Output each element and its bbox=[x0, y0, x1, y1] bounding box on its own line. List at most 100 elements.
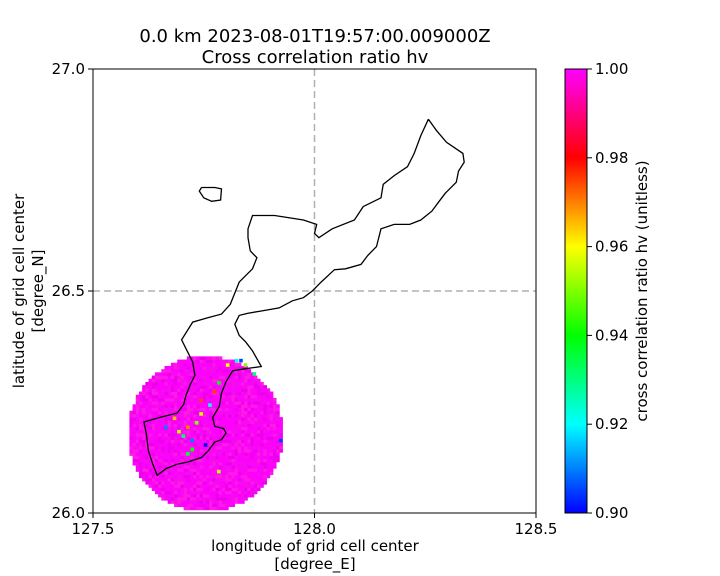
heatmap-cell bbox=[180, 484, 185, 488]
heatmap-cell bbox=[199, 503, 204, 508]
heatmap-cell bbox=[257, 410, 261, 415]
heatmap-cell bbox=[183, 493, 188, 498]
heatmap-cell bbox=[209, 423, 213, 428]
heatmap-cell bbox=[234, 388, 239, 392]
heatmap-anomaly-cell bbox=[163, 425, 168, 430]
heatmap-anomaly-cell bbox=[208, 403, 212, 407]
heatmap-cell bbox=[260, 385, 264, 389]
heatmap-cell bbox=[177, 439, 181, 444]
heatmap-cell bbox=[234, 461, 239, 466]
heatmap-cell bbox=[250, 487, 255, 492]
heatmap-cell bbox=[161, 423, 165, 428]
heatmap-cell bbox=[231, 455, 236, 460]
heatmap-cell bbox=[167, 429, 172, 434]
heatmap-cell bbox=[129, 413, 133, 418]
heatmap-cell bbox=[228, 433, 232, 437]
heatmap-cell bbox=[190, 493, 194, 498]
heatmap-cell bbox=[151, 404, 156, 408]
heatmap-cell bbox=[154, 426, 159, 431]
heatmap-cell bbox=[231, 503, 236, 508]
heatmap-cell bbox=[142, 439, 146, 444]
heatmap-cell bbox=[170, 458, 175, 463]
heatmap-cell bbox=[202, 404, 207, 408]
heatmap-cell bbox=[142, 385, 146, 389]
heatmap-cell bbox=[145, 417, 149, 421]
heatmap-cell bbox=[257, 397, 261, 402]
heatmap-cell bbox=[241, 461, 245, 466]
heatmap-cell bbox=[218, 439, 223, 444]
heatmap-anomaly-cell bbox=[279, 438, 283, 443]
heatmap-cell bbox=[164, 404, 169, 408]
heatmap-cell bbox=[221, 407, 226, 412]
heatmap-cell bbox=[190, 356, 194, 360]
heatmap-cell bbox=[158, 417, 162, 421]
heatmap-cell bbox=[212, 378, 216, 383]
heatmap-cell bbox=[129, 429, 133, 434]
heatmap-cell bbox=[183, 378, 188, 383]
heatmap-cell bbox=[221, 394, 226, 399]
heatmap-cell bbox=[234, 365, 239, 370]
heatmap-cell bbox=[158, 477, 162, 482]
heatmap-cell bbox=[260, 401, 264, 405]
heatmap-cell bbox=[215, 490, 220, 495]
heatmap-cell bbox=[164, 378, 169, 383]
heatmap-cell bbox=[161, 452, 165, 456]
heatmap-cell bbox=[177, 468, 181, 472]
heatmap-cell bbox=[196, 442, 200, 447]
heatmap-cell bbox=[158, 375, 162, 380]
heatmap-cell bbox=[260, 474, 264, 479]
heatmap-cell bbox=[170, 372, 175, 376]
heatmap-cell bbox=[244, 493, 248, 498]
heatmap-anomaly-cell bbox=[186, 425, 190, 430]
heatmap-cell bbox=[221, 503, 226, 508]
heatmap-cell bbox=[132, 455, 137, 460]
heatmap-cell bbox=[202, 420, 207, 424]
heatmap-cell bbox=[154, 449, 159, 453]
heatmap-cell bbox=[196, 394, 200, 399]
heatmap-cell bbox=[241, 401, 245, 405]
heatmap-cell bbox=[164, 487, 169, 492]
heatmap-cell bbox=[231, 359, 236, 364]
heatmap-cell bbox=[164, 388, 169, 392]
heatmap-cell bbox=[228, 407, 232, 412]
heatmap-cell bbox=[241, 481, 245, 485]
heatmap-cell bbox=[247, 385, 252, 389]
colorbar-tick-label: 0.98 bbox=[595, 149, 628, 167]
heatmap-cell bbox=[209, 433, 213, 437]
heatmap-cell bbox=[241, 458, 245, 463]
heatmap-cell bbox=[244, 487, 248, 492]
heatmap-cell bbox=[218, 481, 223, 485]
heatmap-cell bbox=[177, 433, 181, 437]
heatmap-cell bbox=[186, 413, 191, 418]
heatmap-cell bbox=[209, 481, 213, 485]
heatmap-cell bbox=[225, 372, 229, 376]
heatmap-cell bbox=[190, 426, 194, 431]
heatmap-cell bbox=[253, 429, 258, 434]
heatmap-cell bbox=[237, 401, 242, 405]
heatmap-cell bbox=[193, 359, 197, 364]
heatmap-cell bbox=[241, 426, 245, 431]
heatmap-cell bbox=[202, 362, 207, 367]
heatmap-cell bbox=[228, 484, 232, 488]
heatmap-cell bbox=[247, 397, 252, 402]
heatmap-cell bbox=[218, 433, 223, 437]
heatmap-cell bbox=[228, 426, 232, 431]
heatmap-cell bbox=[196, 477, 200, 482]
heatmap-cell bbox=[212, 369, 216, 373]
heatmap-cell bbox=[269, 436, 274, 440]
heatmap-cell bbox=[269, 442, 274, 447]
heatmap-cell bbox=[260, 381, 264, 386]
heatmap-anomaly-cell bbox=[186, 452, 190, 456]
heatmap-cell bbox=[180, 493, 185, 498]
heatmap-cell bbox=[193, 391, 197, 396]
heatmap-cell bbox=[154, 468, 159, 472]
heatmap-cell bbox=[247, 381, 252, 386]
heatmap-cell bbox=[132, 436, 137, 440]
heatmap-cell bbox=[234, 493, 239, 498]
heatmap-cell bbox=[231, 429, 236, 434]
heatmap-cell bbox=[202, 359, 207, 364]
heatmap-cell bbox=[186, 407, 191, 412]
heatmap-cell bbox=[205, 433, 210, 437]
heatmap-cell bbox=[180, 410, 185, 415]
heatmap-cell bbox=[260, 391, 264, 396]
